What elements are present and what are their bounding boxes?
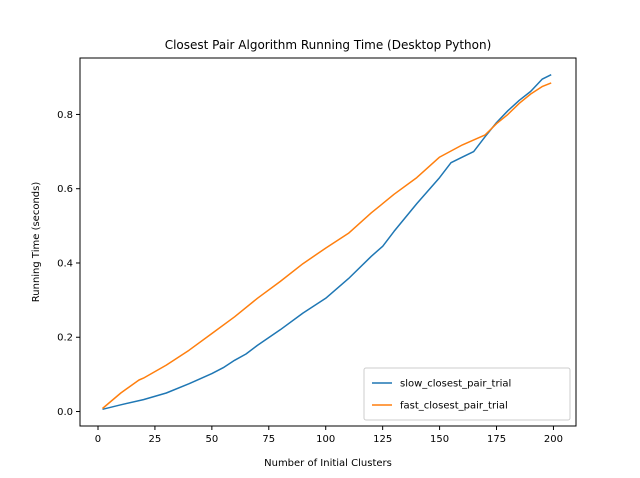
legend: slow_closest_pair_trial fast_closest_pair… (363, 367, 571, 421)
x-tick-label: 125 (373, 434, 392, 445)
x-tick-label: 100 (316, 434, 335, 445)
x-tick-label: 0 (95, 434, 101, 445)
x-tick-label: 150 (430, 434, 449, 445)
series-line-0 (102, 74, 552, 411)
legend-label: slow_closest_pair_trial (400, 379, 511, 390)
x-axis-label: Number of Initial Clusters (264, 458, 392, 469)
x-axis: 0 25 50 75 100 125 150 175 200 (95, 426, 563, 445)
chart-title: Closest Pair Algorithm Running Time (Des… (165, 38, 492, 52)
x-tick-label: 175 (487, 434, 506, 445)
y-tick-label: 0.0 (57, 407, 73, 418)
y-tick-label: 0.8 (57, 110, 73, 121)
y-axis: 0.0 0.2 0.4 0.6 0.8 (57, 110, 80, 418)
x-tick-label: 200 (544, 434, 563, 445)
series-line-1 (102, 82, 552, 410)
y-tick-label: 0.6 (57, 184, 73, 195)
y-axis-label: Running Time (seconds) (31, 182, 42, 303)
plot-area (102, 74, 552, 411)
x-tick-label: 75 (262, 434, 275, 445)
legend-label: fast_closest_pair_trial (400, 401, 508, 412)
x-tick-label: 25 (149, 434, 162, 445)
y-tick-label: 0.2 (57, 333, 73, 344)
legend-box (363, 367, 571, 421)
y-tick-label: 0.4 (57, 258, 73, 269)
x-tick-label: 50 (205, 434, 218, 445)
plot-frame (79, 57, 577, 427)
